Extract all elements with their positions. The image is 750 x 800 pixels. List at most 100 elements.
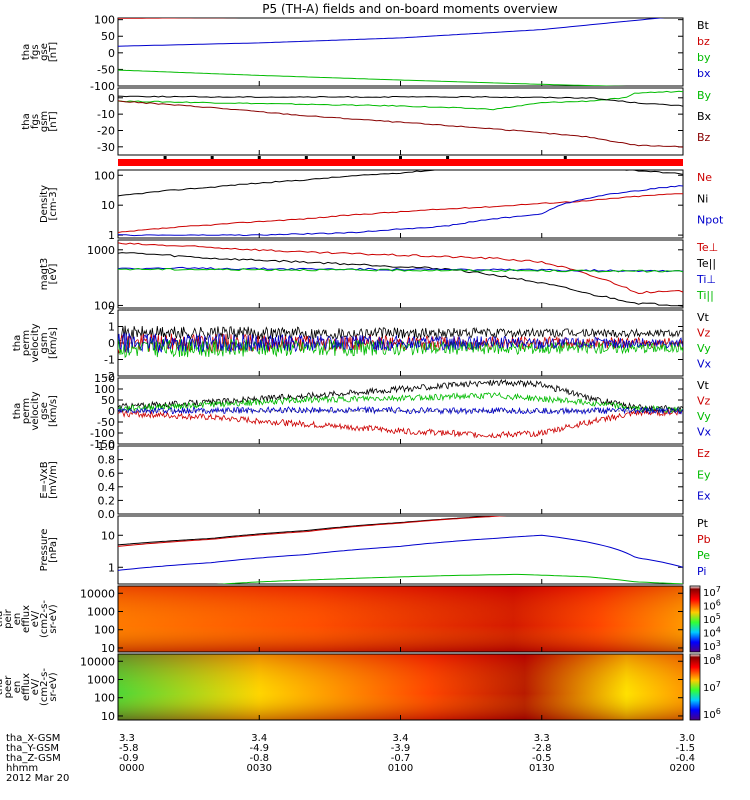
- legend-entry: Vx: [697, 358, 712, 371]
- y-axis-label-line: E=-VxB: [39, 461, 50, 498]
- legend-entry: Pt: [697, 517, 709, 530]
- x-tick-ygsm: -5.8: [119, 743, 139, 754]
- x-tick-xgsm: 3.4: [393, 733, 409, 744]
- colorbar-tick-base: 10: [703, 642, 716, 653]
- y-axis-label-line: tha: [12, 403, 23, 419]
- legend-entry: Ti||: [696, 289, 714, 302]
- status-marker-bar: [118, 156, 683, 166]
- colorbar-tick-exponent: 6: [716, 599, 721, 608]
- y-axis-label-line: tha: [0, 611, 5, 627]
- series-group: [118, 170, 683, 237]
- legend-entry: Pi: [697, 565, 706, 578]
- colorbar: [689, 653, 701, 721]
- y-axis-label-line: velocity: [30, 323, 41, 362]
- y-tick-label: 10: [101, 199, 115, 212]
- status-tick: [210, 156, 214, 159]
- legend-entry: Ti⊥: [696, 273, 716, 286]
- colorbar-tick-label: 106: [703, 707, 721, 721]
- colorbar-tick-base: 10: [703, 629, 716, 640]
- colorbar-tick-exponent: 5: [716, 612, 721, 621]
- y-tick-label: 0: [108, 337, 115, 350]
- y-tick-label: 100: [94, 624, 115, 637]
- y-tick-label: 1000: [87, 605, 115, 618]
- y-axis-label-line: peir: [3, 608, 14, 628]
- y-tick-label: 10: [101, 529, 115, 542]
- y-axis-label-line: fgs: [30, 114, 41, 129]
- series-line-bz: [118, 100, 683, 148]
- x-tick-zgsm: -0.4: [675, 753, 695, 764]
- legend-entry: Ne: [697, 171, 712, 184]
- colorbar-tick-exponent: 6: [716, 707, 721, 716]
- y-axis-label-line: [nPa]: [48, 537, 59, 563]
- status-tick: [563, 156, 567, 159]
- legend-entry: Vy: [697, 342, 711, 355]
- legend-entry: bx: [697, 67, 711, 80]
- panel-efield: 1.00.80.60.40.20.0 E=-VxB[mV/m] Ez Ey Ex: [39, 440, 711, 521]
- colorbar-tick-base: 10: [703, 588, 716, 599]
- y-tick-label: 100: [94, 299, 115, 312]
- y-tick-label: 1000: [87, 673, 115, 686]
- y-tick-label: 0.0: [98, 508, 116, 521]
- x-tick-zgsm: -0.7: [391, 753, 411, 764]
- series-line-vt: [118, 378, 683, 413]
- status-tick: [163, 156, 167, 159]
- panel-pressure: 10 1 Pressure[nPa] Pt Pb Pe Pi: [39, 515, 711, 585]
- y-axis-label-line: (cm2-s-: [39, 600, 50, 638]
- legend-entry: Pb: [697, 533, 711, 546]
- status-tick: [351, 156, 355, 159]
- status-tick: [446, 156, 450, 159]
- heatmap-shading: [118, 586, 683, 652]
- x-tick-hhmm: 0200: [670, 763, 695, 774]
- y-axis-label-line: sr-eV): [48, 604, 59, 633]
- status-tick: [399, 156, 402, 159]
- colorbar-tick-base: 10: [703, 602, 716, 613]
- series-line-pi: [118, 534, 683, 571]
- y-tick-label: -1: [104, 354, 115, 367]
- series-line-vx: [118, 405, 683, 416]
- series-line-npot: [118, 185, 683, 237]
- y-tick-label: 150: [94, 372, 115, 385]
- y-axis-label-line: gse: [39, 402, 50, 420]
- legend-entry: Ey: [697, 468, 711, 481]
- y-tick-label: 1: [108, 561, 115, 574]
- series-line-bx: [118, 95, 683, 107]
- y-tick-label: 10: [101, 642, 115, 655]
- y-tick-label: 1: [108, 321, 115, 334]
- series-line-pe: [216, 573, 683, 584]
- y-tick-label: 0.4: [98, 481, 116, 494]
- y-axis-label-line: velocity: [30, 391, 41, 430]
- colorbar-tick-label: 107: [703, 680, 721, 694]
- y-tick-label: 2: [108, 304, 115, 317]
- y-tick-label: 100: [94, 692, 115, 705]
- panel-temperature: 1000 100 magt3[eV] Te⊥ Te|| Ti⊥ Ti||: [39, 239, 718, 312]
- y-axis-label-line: efflux: [21, 605, 32, 633]
- y-axis-label-line: tha: [0, 679, 5, 695]
- legend-entry: Te⊥: [696, 241, 718, 254]
- y-tick-label: 0: [108, 92, 115, 105]
- series-group: [118, 242, 683, 307]
- y-axis-label-line: sr-eV): [48, 672, 59, 701]
- series-line-by: [118, 69, 627, 86]
- y-axis-label-line: en: [12, 613, 23, 626]
- x-tick-zgsm: -0.8: [249, 753, 269, 764]
- colorbar-tick-label: 103: [703, 639, 721, 653]
- y-axis-label-line: [nT]: [48, 42, 59, 62]
- y-axis-label: E=-VxB[mV/m]: [39, 461, 59, 499]
- y-tick-label: 0.6: [98, 467, 116, 480]
- colorbar: [689, 585, 701, 653]
- legend-entry: Pe: [697, 549, 710, 562]
- series-line-pb: [118, 516, 507, 547]
- y-axis-label-line: Density: [39, 185, 50, 223]
- y-axis-label-line: [km/s]: [48, 327, 59, 359]
- panel-frame: [117, 445, 684, 515]
- y-tick-label: -50: [97, 63, 115, 76]
- y-axis-label-line: eV/: [30, 610, 41, 627]
- y-tick-label: 50: [101, 30, 115, 43]
